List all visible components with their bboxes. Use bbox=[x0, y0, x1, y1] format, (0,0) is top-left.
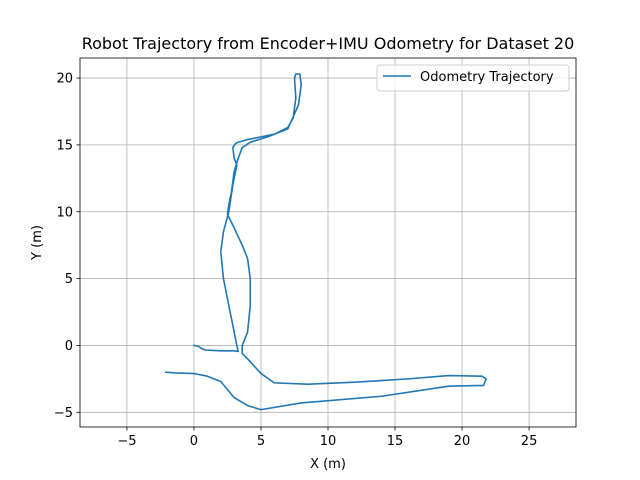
grid bbox=[80, 58, 576, 427]
x-tick-label: 25 bbox=[521, 434, 538, 449]
chart-title: Robot Trajectory from Encoder+IMU Odomet… bbox=[82, 34, 575, 53]
x-axis-title: X (m) bbox=[310, 457, 346, 472]
y-tick-label: 20 bbox=[56, 72, 73, 87]
x-tick-label: 10 bbox=[320, 434, 337, 449]
y-tick-label: 10 bbox=[56, 205, 73, 220]
y-axis-title: Y (m) bbox=[30, 225, 45, 261]
tick-labels: −5 0 5 10 15 20 25 −5 0 5 10 15 20 bbox=[54, 72, 538, 449]
x-tick-label: 15 bbox=[387, 434, 404, 449]
ticks bbox=[76, 77, 530, 431]
y-tick-label: 5 bbox=[65, 272, 73, 287]
x-tick-label: 0 bbox=[190, 434, 198, 449]
x-tick-label: −5 bbox=[117, 434, 136, 449]
legend-box bbox=[376, 64, 570, 92]
x-tick-label: 5 bbox=[257, 434, 265, 449]
legend: Odometry Trajectory bbox=[376, 64, 570, 92]
legend-label: Odometry Trajectory bbox=[420, 70, 554, 85]
y-tick-label: 15 bbox=[56, 138, 73, 153]
y-tick-label: 0 bbox=[65, 339, 73, 354]
trajectory-line bbox=[164, 73, 487, 411]
x-tick-label: 20 bbox=[454, 434, 471, 449]
y-tick-label: −5 bbox=[54, 406, 73, 421]
